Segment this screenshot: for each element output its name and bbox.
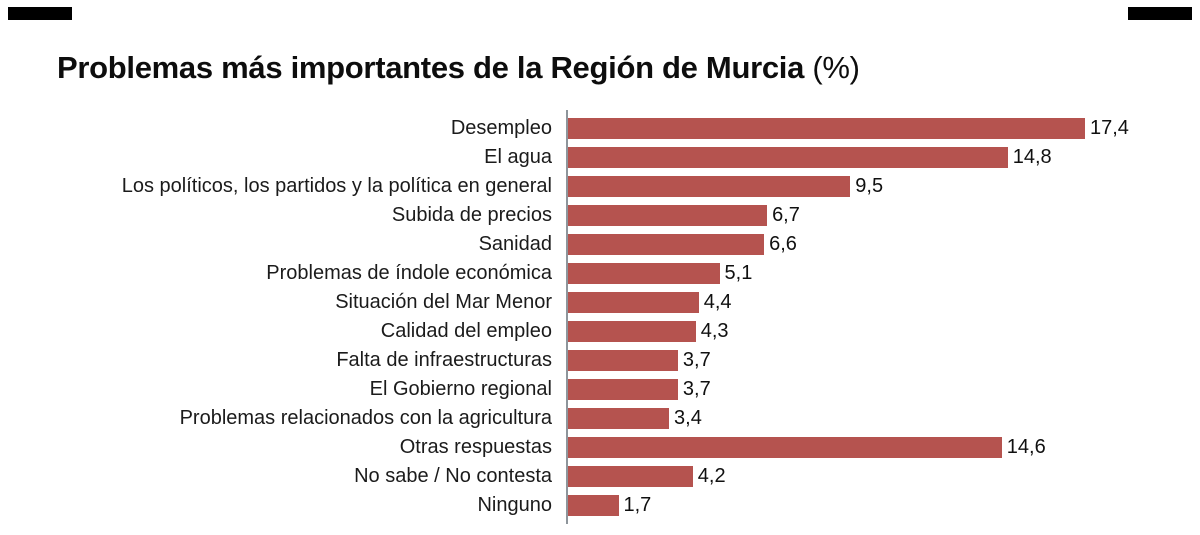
chart-row: El agua 14,8 <box>0 143 1200 172</box>
value-label: 5,1 <box>724 262 753 284</box>
bar-area: 1,7 <box>568 494 651 517</box>
chart-title: Problemas más importantes de la Región d… <box>57 50 860 86</box>
chart-row: Sanidad 6,6 <box>0 230 1200 259</box>
chart-row: Falta de infraestructuras 3,7 <box>0 346 1200 375</box>
category-label: Falta de infraestructuras <box>336 349 552 371</box>
decorative-corner-bar-right <box>1128 7 1192 20</box>
chart-row: Desempleo 17,4 <box>0 114 1200 143</box>
value-label: 3,7 <box>682 378 711 400</box>
value-label: 17,4 <box>1090 117 1129 139</box>
value-label: 14,6 <box>1006 436 1046 458</box>
value-label: 3,7 <box>682 349 711 371</box>
bar-area: 3,7 <box>568 378 711 401</box>
bar-area: 5,1 <box>568 262 752 285</box>
chart-row: Otras respuestas 14,6 <box>0 433 1200 462</box>
bar <box>568 263 720 284</box>
category-label: No sabe / No contesta <box>354 465 552 487</box>
value-label: 6,7 <box>772 204 800 226</box>
bar <box>568 118 1085 139</box>
category-label: Sanidad <box>478 233 552 255</box>
bar-area: 14,8 <box>568 146 1052 169</box>
value-label: 4,3 <box>700 320 729 342</box>
category-label: Subida de precios <box>391 204 552 226</box>
category-label: Problemas de índole económica <box>266 262 552 284</box>
value-label: 4,4 <box>703 291 732 313</box>
bar-area: 4,3 <box>568 320 729 343</box>
bar <box>568 466 693 487</box>
bar-area: 4,4 <box>568 291 732 314</box>
chart-row: Problemas relacionados con la agricultur… <box>0 404 1200 433</box>
chart-row: Problemas de índole económica 5,1 <box>0 259 1200 288</box>
category-label: Los políticos, los partidos y la polític… <box>121 175 552 197</box>
category-label: Desempleo <box>450 117 552 139</box>
bar <box>568 379 678 400</box>
bar <box>568 234 765 255</box>
category-label: Calidad del empleo <box>380 320 552 342</box>
bar <box>568 437 1002 458</box>
chart-row: Subida de precios 6,7 <box>0 201 1200 230</box>
bar-area: 6,7 <box>568 204 800 227</box>
bar-area: 3,4 <box>568 407 702 430</box>
bar-area: 3,7 <box>568 349 711 372</box>
category-label: El Gobierno regional <box>369 378 552 400</box>
chart-row: Ninguno 1,7 <box>0 491 1200 520</box>
bar-area: 6,6 <box>568 233 797 256</box>
value-label: 3,4 <box>674 407 702 429</box>
value-label: 9,5 <box>855 175 884 197</box>
value-label: 6,6 <box>769 233 797 255</box>
bar <box>568 495 619 516</box>
chart-row: No sabe / No contesta 4,2 <box>0 462 1200 491</box>
bar <box>568 321 696 342</box>
category-label: Situación del Mar Menor <box>335 291 552 313</box>
chart-row: Situación del Mar Menor 4,4 <box>0 288 1200 317</box>
bar <box>568 176 851 197</box>
value-label: 1,7 <box>623 494 652 516</box>
chart-row: El Gobierno regional 3,7 <box>0 375 1200 404</box>
category-label: El agua <box>484 146 552 168</box>
category-label: Ninguno <box>477 494 552 516</box>
chart-row: Los políticos, los partidos y la polític… <box>0 172 1200 201</box>
chart-row: Calidad del empleo 4,3 <box>0 317 1200 346</box>
bar-area: 17,4 <box>568 117 1129 140</box>
bar <box>568 350 678 371</box>
bar-area: 14,6 <box>568 436 1046 459</box>
bar-area: 9,5 <box>568 175 883 198</box>
chart-rows: Desempleo 17,4 El agua 14,8 Los políticos, l… <box>0 114 1200 520</box>
category-label: Problemas relacionados con la agricultur… <box>179 407 552 429</box>
bar <box>568 292 699 313</box>
category-label: Otras respuestas <box>399 436 552 458</box>
bar-area: 4,2 <box>568 465 726 488</box>
value-label: 14,8 <box>1012 146 1052 168</box>
y-axis-line <box>566 110 568 524</box>
chart-title-unit: (%) <box>812 50 860 85</box>
decorative-corner-bar-left <box>8 7 72 20</box>
bar-chart: Desempleo 17,4 El agua 14,8 Los políticos, l… <box>0 110 1200 524</box>
value-label: 4,2 <box>697 465 726 487</box>
bar <box>568 408 670 429</box>
bar <box>568 205 768 226</box>
chart-title-main: Problemas más importantes de la Región d… <box>57 50 805 85</box>
bar <box>568 147 1008 168</box>
